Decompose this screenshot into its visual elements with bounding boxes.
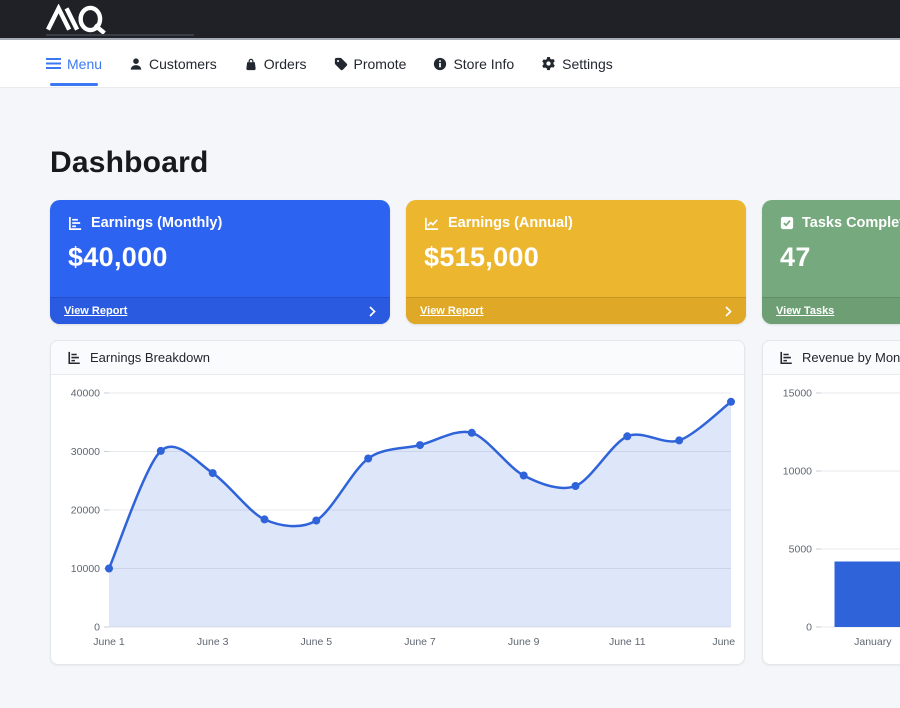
revenue-by-month-card: Revenue by Month 0 5000 10000 15000 January: [762, 340, 900, 665]
stat-card-header: Earnings (Annual): [406, 200, 746, 231]
gear-icon: [541, 56, 556, 71]
stat-card-footer: View Tasks: [762, 297, 900, 324]
page-title: Dashboard: [50, 146, 209, 179]
stat-card-footer: View Report: [406, 297, 746, 324]
topbar-divider: [0, 38, 900, 40]
chart-title: Earnings Breakdown: [90, 350, 210, 365]
view-tasks-link[interactable]: View Tasks: [776, 305, 835, 317]
nav-item-label: Settings: [562, 55, 613, 72]
svg-text:30000: 30000: [71, 446, 100, 458]
stat-card-footer: View Report: [50, 297, 390, 324]
hamburger-icon: [46, 57, 61, 70]
chart-body: 0 5000 10000 15000 January: [763, 375, 900, 664]
stat-card-earnings-monthly: Earnings (Monthly) $40,000 View Report: [50, 200, 390, 324]
svg-text:June 7: June 7: [404, 636, 436, 648]
bar-steps-icon: [69, 216, 82, 230]
brand-logo[interactable]: [40, 4, 116, 34]
svg-text:10000: 10000: [783, 466, 812, 478]
stat-card-tasks-completed: Tasks Completed 47 View Tasks: [762, 200, 900, 324]
nav-item-label: Store Info: [453, 55, 515, 72]
nav-item-label: Promote: [353, 55, 407, 72]
brand-logo-icon: [46, 4, 106, 34]
stat-card-value: $515,000: [424, 242, 540, 272]
stat-card-value: 47: [780, 242, 811, 272]
svg-text:June 3: June 3: [197, 636, 229, 648]
logo-underline: [46, 34, 194, 36]
nav-item-settings[interactable]: Settings: [541, 40, 613, 87]
bar-chart-icon: [68, 351, 80, 364]
chevron-right-icon: [369, 305, 376, 317]
stat-card-row: Earnings (Monthly) $40,000 View Report E…: [50, 200, 900, 324]
svg-text:0: 0: [94, 622, 100, 634]
svg-text:June 1: June 1: [93, 636, 125, 648]
bar-chart-icon: [780, 351, 792, 364]
tag-icon: [334, 57, 348, 71]
chart-card-header: Revenue by Month: [763, 341, 900, 375]
view-report-link[interactable]: View Report: [420, 305, 484, 317]
svg-text:10000: 10000: [71, 563, 100, 575]
svg-text:20000: 20000: [71, 505, 100, 517]
chart-card-header: Earnings Breakdown: [51, 341, 744, 375]
main-navbar: Menu Customers Orders Promote Store Info: [0, 40, 900, 88]
svg-text:15000: 15000: [783, 388, 812, 400]
chart-body: 0 10000 20000 30000 40000 June 1 June 3 June 5 J…: [51, 375, 744, 664]
revenue-by-month-chart: 0 5000 10000 15000 January: [783, 388, 900, 648]
charts-row: Earnings Breakdown 0 10000 20000 30000 40000…: [50, 340, 900, 665]
svg-text:June 13: June 13: [712, 636, 736, 648]
stat-card-earnings-annual: Earnings (Annual) $515,000 View Report: [406, 200, 746, 324]
stat-card-header: Earnings (Monthly): [50, 200, 390, 231]
stat-card-title: Tasks Completed: [802, 215, 900, 231]
nav-item-promote[interactable]: Promote: [334, 40, 407, 87]
stat-card-title: Earnings (Annual): [448, 215, 573, 231]
svg-text:40000: 40000: [71, 388, 100, 400]
svg-text:5000: 5000: [789, 544, 813, 556]
line-graph-icon: [425, 217, 439, 230]
stat-card-value: $40,000: [68, 242, 168, 272]
view-report-link[interactable]: View Report: [64, 305, 128, 317]
stat-card-title: Earnings (Monthly): [91, 215, 223, 231]
bag-icon: [244, 57, 258, 71]
check-square-icon: [780, 216, 794, 230]
stat-card-header: Tasks Completed: [762, 200, 900, 231]
svg-text:0: 0: [806, 622, 812, 634]
nav-item-label: Menu: [67, 55, 103, 72]
svg-text:June 9: June 9: [508, 636, 540, 648]
svg-text:June 11: June 11: [609, 636, 646, 648]
content-area: Dashboard Earnings (Monthly) $40,000 Vie…: [0, 88, 900, 665]
chart-title: Revenue by Month: [802, 350, 900, 365]
earnings-breakdown-chart: 0 10000 20000 30000 40000 June 1 June 3 June 5 J…: [71, 388, 744, 649]
nav-item-menu[interactable]: Menu: [46, 40, 102, 87]
info-icon: [433, 57, 447, 71]
svg-text:January: January: [854, 636, 892, 648]
top-app-bar: [0, 0, 900, 38]
nav-item-label: Orders: [263, 55, 307, 72]
svg-text:June 5: June 5: [301, 636, 333, 648]
nav-item-store-info[interactable]: Store Info: [433, 40, 514, 87]
nav-item-customers[interactable]: Customers: [129, 40, 217, 87]
earnings-breakdown-card: Earnings Breakdown 0 10000 20000 30000 40000…: [50, 340, 745, 665]
nav-item-orders[interactable]: Orders: [244, 40, 307, 87]
chevron-right-icon: [725, 305, 732, 317]
person-icon: [129, 57, 143, 71]
nav-item-label: Customers: [149, 55, 217, 72]
